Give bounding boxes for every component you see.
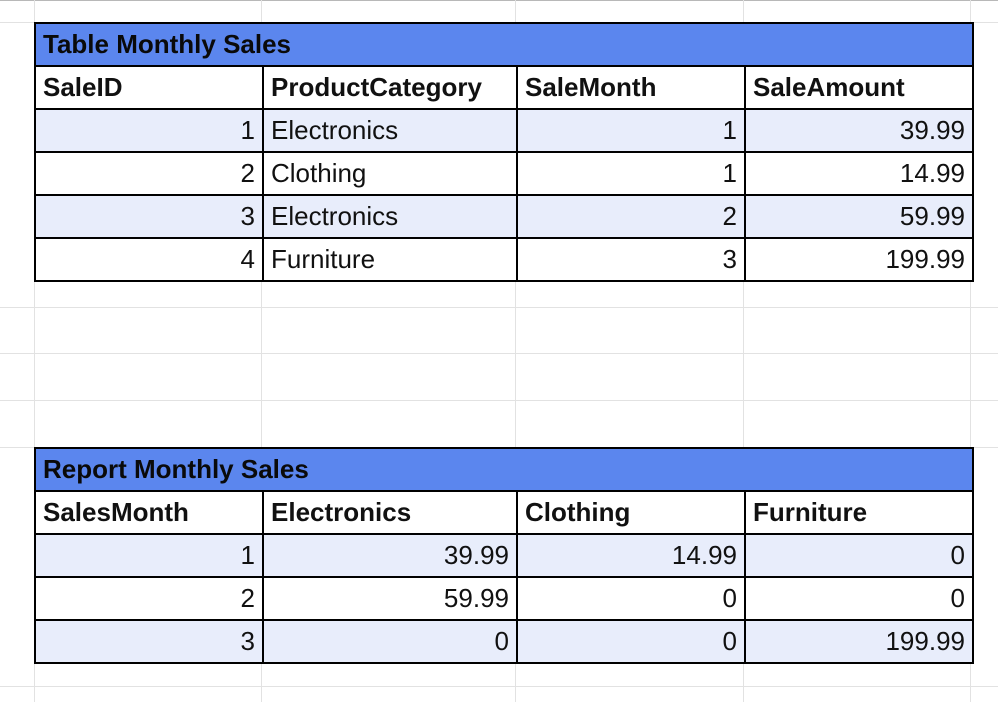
- column-header[interactable]: Electronics: [262, 490, 518, 535]
- cell-sale-month[interactable]: 1: [516, 151, 746, 196]
- cell-furniture[interactable]: 0: [744, 576, 974, 621]
- cell-sale-id[interactable]: 4: [34, 237, 264, 282]
- table-row: 1 Electronics 1 39.99: [34, 108, 974, 153]
- table-row: 4 Furniture 3 199.99: [34, 237, 974, 282]
- cell-sale-amount[interactable]: 39.99: [744, 108, 974, 153]
- grid-line: [515, 0, 516, 702]
- cell-electronics[interactable]: 0: [262, 619, 518, 664]
- cell-product-category[interactable]: Furniture: [262, 237, 518, 282]
- column-header[interactable]: Clothing: [516, 490, 746, 535]
- grid-line: [743, 0, 744, 702]
- table-title[interactable]: Report Monthly Sales: [34, 447, 974, 492]
- cell-sales-month[interactable]: 1: [34, 533, 264, 578]
- grid-line: [970, 0, 971, 702]
- header-row: SaleID ProductCategory SaleMonth SaleAmo…: [34, 65, 974, 110]
- cell-sale-month[interactable]: 2: [516, 194, 746, 239]
- column-header[interactable]: SaleID: [34, 65, 264, 110]
- cell-sale-id[interactable]: 2: [34, 151, 264, 196]
- grid-line: [0, 353, 998, 354]
- grid-line: [34, 0, 35, 702]
- table-title[interactable]: Table Monthly Sales: [34, 22, 974, 67]
- cell-furniture[interactable]: 0: [744, 533, 974, 578]
- sales-table: Table Monthly Sales SaleID ProductCatego…: [34, 22, 974, 282]
- cell-product-category[interactable]: Electronics: [262, 194, 518, 239]
- cell-clothing[interactable]: 0: [516, 619, 746, 664]
- grid-line: [0, 0, 998, 1]
- grid-line: [261, 0, 262, 702]
- column-header[interactable]: ProductCategory: [262, 65, 518, 110]
- column-header[interactable]: Furniture: [744, 490, 974, 535]
- column-header[interactable]: SaleAmount: [744, 65, 974, 110]
- grid-line: [0, 307, 998, 308]
- cell-sale-amount[interactable]: 199.99: [744, 237, 974, 282]
- cell-electronics[interactable]: 39.99: [262, 533, 518, 578]
- report-table: Report Monthly Sales SalesMonth Electron…: [34, 447, 974, 664]
- cell-sales-month[interactable]: 3: [34, 619, 264, 664]
- header-row: SalesMonth Electronics Clothing Furnitur…: [34, 490, 974, 535]
- cell-product-category[interactable]: Electronics: [262, 108, 518, 153]
- cell-product-category[interactable]: Clothing: [262, 151, 518, 196]
- cell-sale-month[interactable]: 3: [516, 237, 746, 282]
- column-header[interactable]: SaleMonth: [516, 65, 746, 110]
- table-row: 3 0 0 199.99: [34, 619, 974, 664]
- grid-line: [0, 686, 998, 687]
- cell-clothing[interactable]: 0: [516, 576, 746, 621]
- cell-sales-month[interactable]: 2: [34, 576, 264, 621]
- table-row: 2 Clothing 1 14.99: [34, 151, 974, 196]
- table-row: 2 59.99 0 0: [34, 576, 974, 621]
- cell-sale-month[interactable]: 1: [516, 108, 746, 153]
- cell-clothing[interactable]: 14.99: [516, 533, 746, 578]
- table-row: 1 39.99 14.99 0: [34, 533, 974, 578]
- cell-electronics[interactable]: 59.99: [262, 576, 518, 621]
- table-row: 3 Electronics 2 59.99: [34, 194, 974, 239]
- cell-sale-amount[interactable]: 59.99: [744, 194, 974, 239]
- table-title-row: Report Monthly Sales: [34, 447, 974, 492]
- cell-sale-id[interactable]: 1: [34, 108, 264, 153]
- table-title-row: Table Monthly Sales: [34, 22, 974, 67]
- cell-sale-amount[interactable]: 14.99: [744, 151, 974, 196]
- column-header[interactable]: SalesMonth: [34, 490, 264, 535]
- cell-sale-id[interactable]: 3: [34, 194, 264, 239]
- cell-furniture[interactable]: 199.99: [744, 619, 974, 664]
- grid-line: [0, 400, 998, 401]
